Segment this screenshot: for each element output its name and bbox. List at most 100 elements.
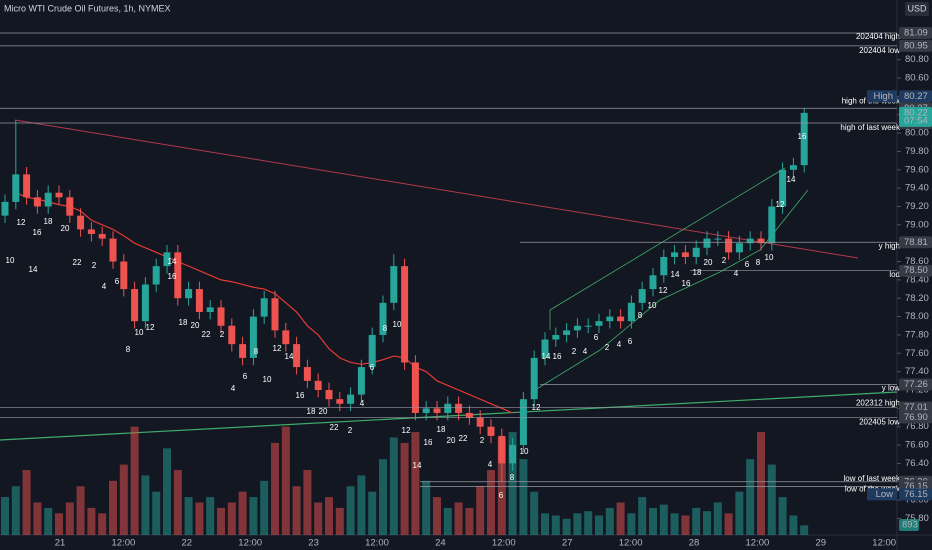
session-name: High bbox=[873, 91, 893, 102]
candle-body bbox=[541, 339, 549, 358]
volume-bar bbox=[584, 511, 593, 535]
hour-label: 12 bbox=[659, 286, 668, 295]
hour-label: 22 bbox=[330, 423, 339, 432]
volume-bar bbox=[98, 513, 107, 535]
candle-body bbox=[703, 238, 711, 248]
hour-label: 16 bbox=[798, 132, 807, 141]
price-box bbox=[899, 264, 932, 277]
hour-label: 4 bbox=[360, 399, 365, 408]
volume-bar bbox=[476, 486, 485, 535]
y-tick-label: 79.80 bbox=[905, 146, 929, 157]
volume-bar bbox=[551, 515, 560, 535]
hour-label: 18 bbox=[307, 407, 316, 416]
level-name: lod bbox=[889, 270, 900, 279]
y-tick-label: 78.20 bbox=[905, 293, 929, 304]
candle-body bbox=[671, 252, 679, 257]
hour-label: 8 bbox=[126, 345, 131, 354]
volume-bar bbox=[616, 502, 625, 535]
candle-body bbox=[768, 206, 776, 244]
hour-label: 10 bbox=[648, 301, 657, 310]
session-price: 80.27 bbox=[904, 91, 928, 102]
hour-label: 12 bbox=[146, 323, 155, 332]
candle-body bbox=[563, 330, 571, 335]
volume-bar bbox=[281, 426, 290, 535]
volume-bar bbox=[746, 459, 755, 535]
y-tick-label: 79.60 bbox=[905, 164, 929, 175]
price-box-label: 77.01 bbox=[904, 402, 928, 413]
x-tick-label: 21 bbox=[55, 538, 66, 549]
candle-body bbox=[12, 174, 20, 202]
candle-body bbox=[314, 380, 322, 391]
x-tick-label: 12:00 bbox=[492, 538, 516, 549]
hour-label: 2 bbox=[348, 426, 353, 435]
candle-body bbox=[120, 261, 128, 290]
y-tick-label: 78.00 bbox=[905, 311, 929, 322]
x-tick-label: 12:00 bbox=[238, 538, 262, 549]
hour-label: 22 bbox=[459, 434, 468, 443]
price-box-label: 78.50 bbox=[904, 265, 928, 276]
candle-body bbox=[411, 362, 419, 413]
candle-body bbox=[617, 316, 625, 322]
y-tick-label: 79.20 bbox=[905, 201, 929, 212]
volume-bar bbox=[800, 525, 809, 535]
level-name: 202404 low bbox=[859, 46, 900, 55]
hour-label: 2 bbox=[92, 261, 97, 270]
volume-bar bbox=[422, 480, 431, 535]
candle-body bbox=[228, 325, 236, 345]
candle-body bbox=[293, 344, 301, 368]
moving-average bbox=[15, 192, 513, 414]
hour-label: 16 bbox=[168, 272, 177, 281]
x-tick-label: 12:00 bbox=[619, 538, 643, 549]
volume-bar bbox=[357, 475, 366, 535]
level-name: high of last week bbox=[840, 123, 901, 132]
hour-label: 2 bbox=[480, 436, 485, 445]
candle-body bbox=[1, 201, 9, 216]
x-tick-label: 12:00 bbox=[746, 538, 770, 549]
candle-body bbox=[401, 266, 409, 363]
countdown: 07:54 bbox=[904, 115, 928, 126]
volume-bar bbox=[400, 442, 409, 535]
y-tick-label: 79.40 bbox=[905, 183, 929, 194]
candle-body bbox=[260, 298, 268, 317]
session-price: 76.15 bbox=[904, 489, 928, 500]
volume-bar bbox=[87, 507, 96, 535]
hour-label: 18 bbox=[693, 268, 702, 277]
price-box-label: 81.09 bbox=[904, 28, 928, 39]
volume-bar bbox=[163, 448, 171, 535]
x-tick-label: 27 bbox=[562, 538, 573, 549]
volume-bar bbox=[271, 442, 279, 535]
hour-label: 10 bbox=[135, 328, 144, 337]
hour-label: 2 bbox=[220, 330, 225, 339]
volume-bar bbox=[238, 491, 247, 535]
y-tick-label: 79.00 bbox=[905, 219, 929, 230]
hour-label: 18 bbox=[437, 425, 446, 434]
price-box-label: 77.26 bbox=[904, 379, 928, 390]
hour-label: 4 bbox=[734, 269, 739, 278]
hour-label: 20 bbox=[447, 436, 456, 445]
hour-label: 14 bbox=[671, 270, 680, 279]
volume-bar bbox=[44, 507, 53, 535]
currency-badge bbox=[905, 2, 929, 16]
hour-label: 22 bbox=[202, 330, 211, 339]
trendline bbox=[0, 391, 898, 441]
volume-bar bbox=[692, 507, 701, 535]
volume-bar bbox=[562, 518, 571, 535]
volume-bar bbox=[735, 491, 744, 535]
candle-body bbox=[649, 275, 657, 290]
candle-body bbox=[681, 252, 689, 257]
hour-label: 6 bbox=[745, 260, 750, 269]
price-box bbox=[899, 378, 932, 391]
candle-body bbox=[552, 334, 560, 340]
hour-label: 4 bbox=[231, 384, 236, 393]
y-tick-label: 76.80 bbox=[905, 421, 929, 432]
hour-label: 8 bbox=[254, 347, 259, 356]
hour-label: 4 bbox=[102, 282, 107, 291]
x-tick-label: 12:00 bbox=[112, 538, 136, 549]
currency: USD bbox=[907, 3, 927, 13]
hour-label: 20 bbox=[61, 224, 70, 233]
candle-body bbox=[746, 238, 754, 244]
candle-body bbox=[98, 234, 106, 239]
volume-bar bbox=[443, 507, 452, 535]
y-tick-label: 78.40 bbox=[905, 274, 929, 285]
